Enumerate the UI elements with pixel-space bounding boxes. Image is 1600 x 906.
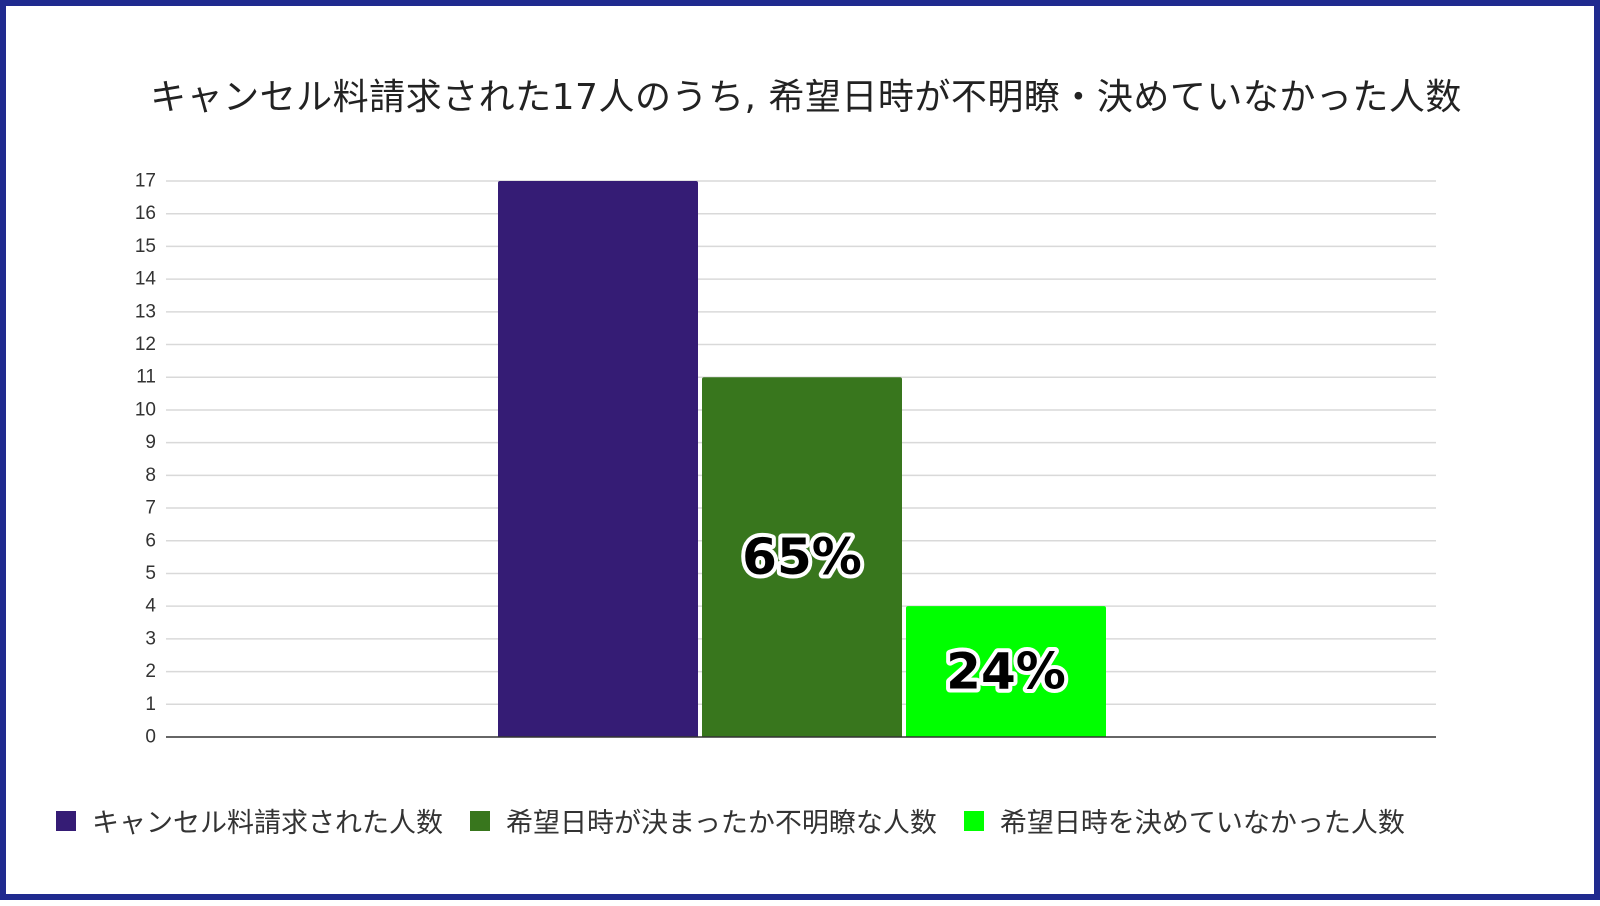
y-tick-label: 16 <box>135 203 156 224</box>
bar-2 <box>906 606 1106 737</box>
y-tick-label: 2 <box>145 661 156 682</box>
legend-item-cancel-fee: キャンセル料請求された人数 <box>56 801 443 840</box>
y-tick-label: 8 <box>145 465 156 486</box>
legend-item-undecided: 希望日時を決めていなかった人数 <box>963 801 1405 840</box>
y-tick-label: 0 <box>145 727 156 748</box>
legend-swatch-unclear <box>470 810 490 831</box>
bars <box>498 181 1106 737</box>
y-tick-label: 4 <box>145 596 156 617</box>
y-tick-label: 6 <box>145 530 156 551</box>
legend-label-cancel-fee: キャンセル料請求された人数 <box>92 808 443 839</box>
y-tick-label: 17 <box>135 171 156 192</box>
y-tick-label: 9 <box>145 432 156 453</box>
legend-swatch-cancel-fee <box>56 810 76 831</box>
legend: キャンセル料請求された人数 希望日時が決まったか不明瞭な人数 希望日時を決めてい… <box>56 801 1432 840</box>
y-tick-label: 3 <box>145 628 156 649</box>
y-tick-label: 1 <box>145 694 156 715</box>
data-labels: 65% 24% <box>738 524 1070 704</box>
bar-data-label-1: 65% <box>742 528 862 586</box>
y-tick-label: 15 <box>135 236 156 257</box>
y-tick-label: 10 <box>135 399 156 420</box>
y-tick-label: 12 <box>135 334 156 355</box>
legend-label-undecided: 希望日時を決めていなかった人数 <box>999 808 1405 839</box>
bar-1 <box>702 377 902 737</box>
legend-swatch-undecided <box>963 810 984 831</box>
y-tick-label: 13 <box>135 301 156 322</box>
y-tick-label: 7 <box>145 498 156 519</box>
bar-0 <box>498 181 698 737</box>
legend-item-unclear: 希望日時が決まったか不明瞭な人数 <box>470 801 937 840</box>
y-tick-label: 11 <box>136 367 156 388</box>
y-tick-label: 5 <box>145 563 156 584</box>
chart-title: キャンセル料請求された17人のうち, 希望日時が不明瞭・決めていなかった人数 <box>150 77 1462 118</box>
bar-data-label-2: 24% <box>946 643 1066 701</box>
y-tick-label: 14 <box>135 269 157 290</box>
legend-label-unclear: 希望日時が決まったか不明瞭な人数 <box>506 808 937 839</box>
